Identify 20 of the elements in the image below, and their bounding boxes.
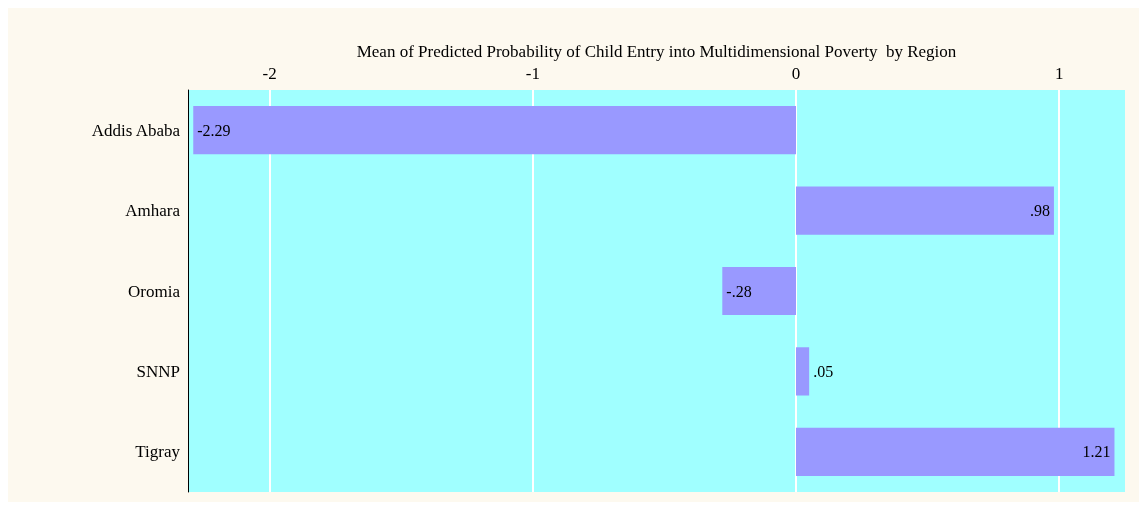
bar <box>722 266 796 316</box>
data-label: -2.29 <box>197 121 231 139</box>
bar <box>796 427 1115 476</box>
y-tick-label: Tigray <box>135 442 181 462</box>
data-label: .05 <box>813 362 834 380</box>
x-axis-title: Mean of Predicted Probability of Child Entry into Multidimensional Poverty by Region <box>356 42 957 62</box>
data-label: .98 <box>1029 202 1050 220</box>
bar <box>193 106 796 155</box>
y-tick-label: Addis Ababa <box>91 120 181 140</box>
x-tick-label: -2 <box>262 64 277 83</box>
x-tick-label: -1 <box>525 64 540 83</box>
y-tick-label: Amhara <box>125 201 181 221</box>
bar <box>796 186 1054 235</box>
data-label: -.28 <box>726 282 752 300</box>
y-tick-label: SNNP <box>136 361 180 381</box>
data-label: 1.21 <box>1082 443 1111 461</box>
x-tick-label: 1 <box>1054 64 1064 83</box>
bar <box>796 347 810 396</box>
x-tick-label: 0 <box>791 64 801 83</box>
y-tick-label: Oromia <box>128 281 181 301</box>
